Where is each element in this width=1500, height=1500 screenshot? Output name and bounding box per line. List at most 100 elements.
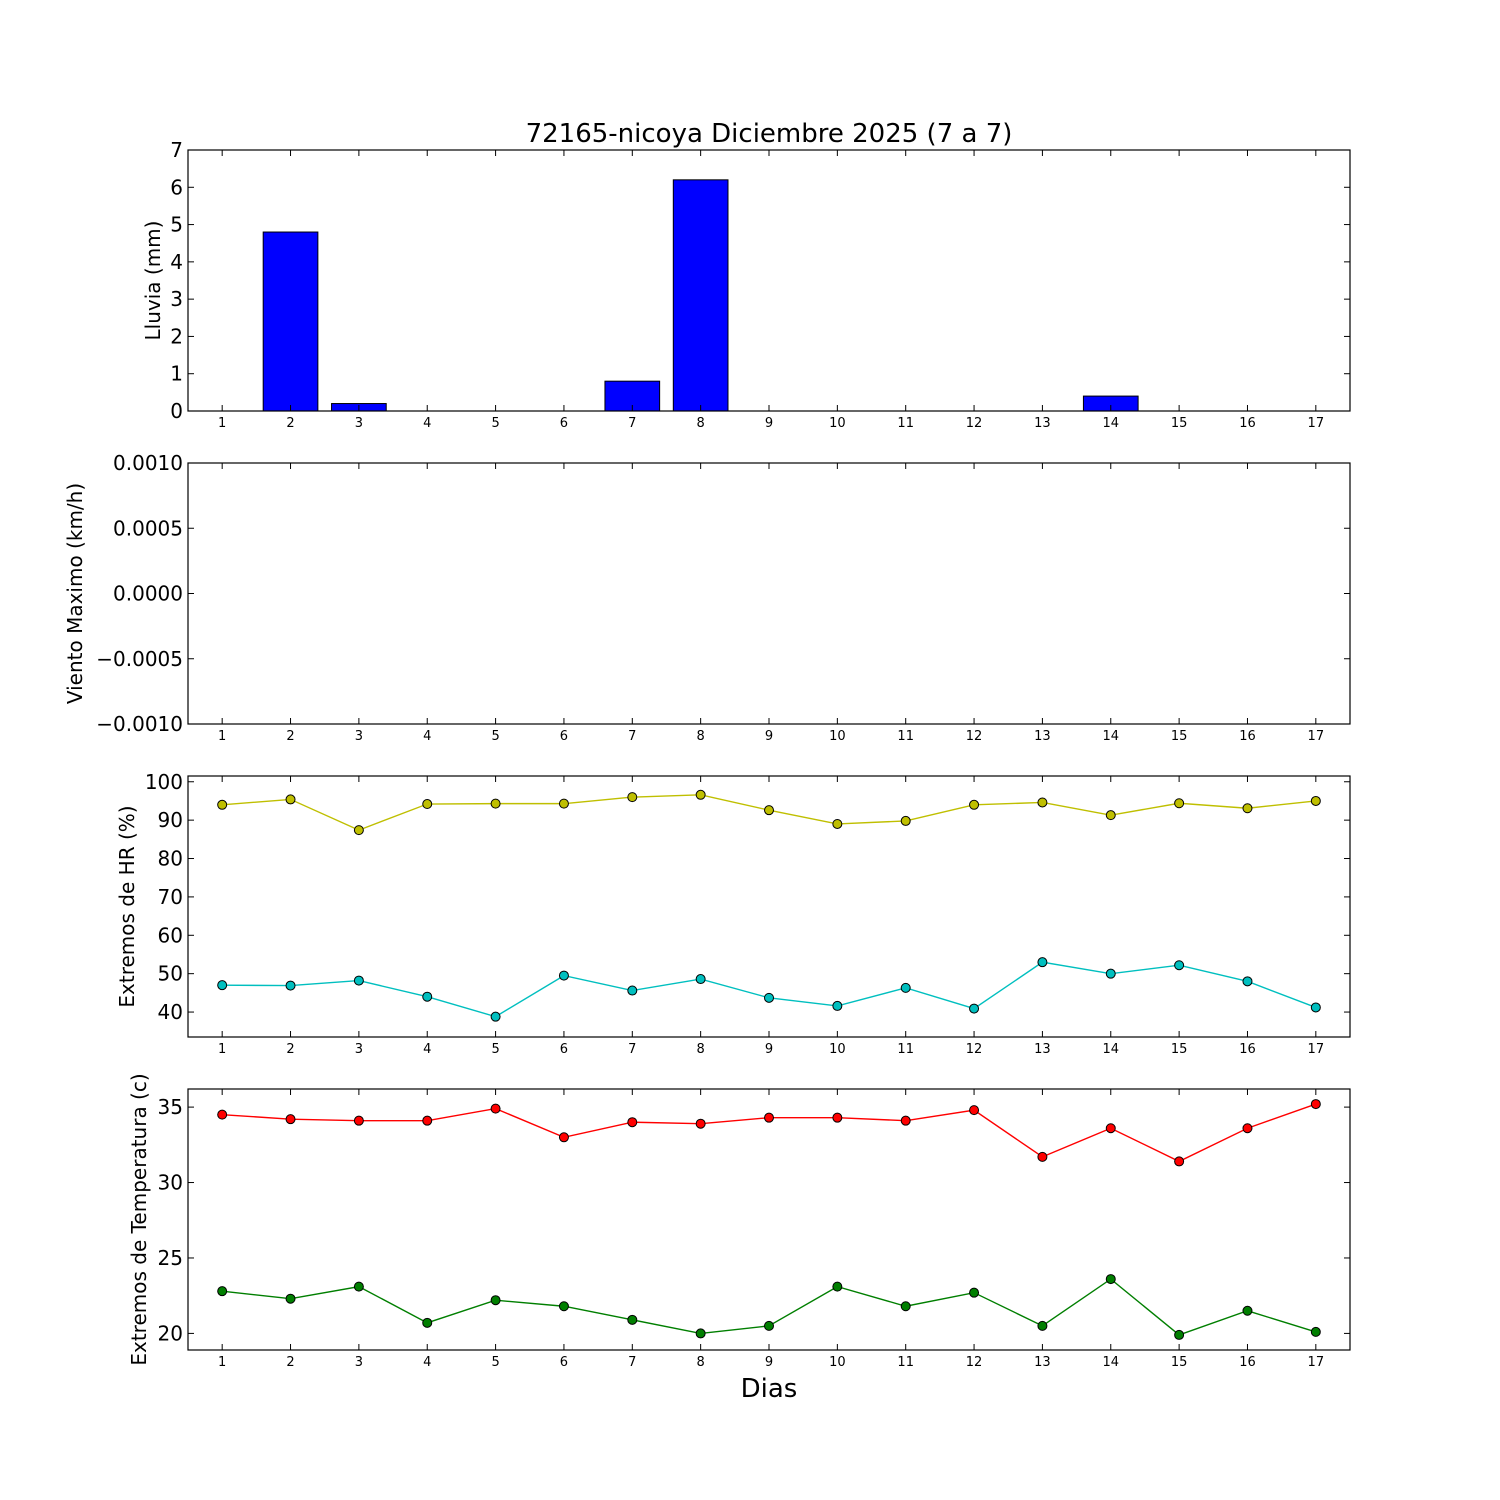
point-hr-1-day-11 — [900, 982, 911, 993]
point-hr-0-day-3 — [353, 825, 364, 836]
x-tick-label-hr-11: 11 — [897, 1042, 914, 1057]
x-tick-label-temperatura-11: 11 — [897, 1355, 914, 1370]
point-hr-1-day-3 — [353, 975, 364, 986]
point-temperatura-1-day-7 — [627, 1314, 638, 1325]
x-tick-label-viento-14: 14 — [1102, 729, 1119, 744]
point-hr-0-day-12 — [969, 799, 980, 810]
y-tick-label-hr-2: 60 — [158, 923, 183, 947]
point-temperatura-0-day-11 — [900, 1115, 911, 1126]
x-tick-label-viento-11: 11 — [897, 729, 914, 744]
x-tick-label-viento-9: 9 — [765, 729, 773, 744]
point-temperatura-1-day-16 — [1242, 1305, 1253, 1316]
point-hr-1-day-6 — [558, 970, 569, 981]
x-tick-label-hr-12: 12 — [966, 1042, 983, 1057]
point-temperatura-1-day-2 — [285, 1293, 296, 1304]
x-tick-label-hr-4: 4 — [423, 1042, 431, 1057]
x-tick-label-hr-14: 14 — [1102, 1042, 1119, 1057]
x-tick-label-hr-5: 5 — [491, 1042, 499, 1057]
point-temperatura-1-day-13 — [1037, 1320, 1048, 1331]
y-tick-label-lluvia-7: 7 — [170, 138, 183, 162]
y-tick-label-hr-4: 80 — [158, 847, 183, 871]
x-tick-label-lluvia-16: 16 — [1239, 416, 1256, 431]
x-tick-label-lluvia-1: 1 — [218, 416, 226, 431]
x-tick-label-lluvia-14: 14 — [1102, 416, 1119, 431]
point-temperatura-0-day-8 — [695, 1118, 706, 1129]
x-tick-label-lluvia-11: 11 — [897, 416, 914, 431]
y-tick-label-hr-6: 100 — [145, 770, 183, 794]
x-axis-label: Dias — [741, 1374, 798, 1404]
point-temperatura-1-day-9 — [764, 1320, 774, 1331]
x-tick-label-viento-8: 8 — [697, 729, 705, 744]
y-tick-label-hr-0: 40 — [158, 1000, 183, 1024]
x-tick-label-hr-9: 9 — [765, 1042, 773, 1057]
y-tick-label-viento-3: 0.0005 — [113, 516, 183, 540]
x-tick-label-temperatura-12: 12 — [966, 1355, 983, 1370]
x-tick-label-temperatura-7: 7 — [628, 1355, 636, 1370]
x-tick-label-viento-16: 16 — [1239, 729, 1256, 744]
x-tick-label-hr-15: 15 — [1171, 1042, 1188, 1057]
x-tick-label-lluvia-13: 13 — [1034, 416, 1051, 431]
y-axis-label-lluvia: Lluvia (mm) — [141, 221, 165, 341]
point-hr-0-day-8 — [695, 789, 706, 800]
y-tick-label-temperatura-2: 30 — [158, 1171, 183, 1195]
point-temperatura-0-day-13 — [1037, 1151, 1048, 1162]
x-tick-label-lluvia-5: 5 — [491, 416, 499, 431]
x-tick-label-temperatura-3: 3 — [355, 1355, 363, 1370]
point-hr-0-day-16 — [1242, 803, 1253, 814]
panel-viento: Viento Maximo (km/h)1 2 3 4 5 6 7 8 9 10 11 12 13 14 1… — [63, 451, 1351, 744]
point-hr-1-day-14 — [1105, 968, 1116, 979]
point-temperatura-0-day-2 — [285, 1114, 296, 1125]
point-hr-0-day-14 — [1105, 810, 1116, 821]
point-temperatura-1-day-8 — [695, 1328, 706, 1339]
x-tick-label-lluvia-4: 4 — [423, 416, 431, 431]
x-tick-label-lluvia-3: 3 — [355, 416, 363, 431]
point-hr-0-day-2 — [285, 794, 296, 805]
point-hr-1-day-15 — [1174, 960, 1185, 971]
x-tick-label-lluvia-9: 9 — [765, 416, 773, 431]
x-tick-label-temperatura-6: 6 — [560, 1355, 568, 1370]
point-hr-1-day-1 — [217, 980, 228, 991]
point-temperatura-0-day-15 — [1174, 1156, 1185, 1167]
x-tick-label-viento-7: 7 — [628, 729, 636, 744]
x-tick-label-viento-2: 2 — [286, 729, 294, 744]
x-tick-label-temperatura-14: 14 — [1102, 1355, 1119, 1370]
x-tick-label-viento-5: 5 — [491, 729, 499, 744]
point-hr-0-day-13 — [1037, 797, 1048, 808]
y-tick-label-hr-5: 90 — [158, 808, 183, 832]
x-tick-label-hr-13: 13 — [1034, 1042, 1051, 1057]
point-hr-1-day-12 — [969, 1003, 980, 1014]
bar-day-2 — [262, 231, 319, 412]
x-tick-label-lluvia-15: 15 — [1171, 416, 1188, 431]
x-tick-label-viento-17: 17 — [1308, 729, 1325, 744]
y-tick-label-lluvia-5: 5 — [170, 213, 183, 237]
x-tick-label-hr-17: 17 — [1308, 1042, 1325, 1057]
point-temperatura-0-day-14 — [1105, 1123, 1116, 1134]
point-hr-0-day-4 — [422, 799, 433, 810]
y-tick-label-lluvia-0: 0 — [170, 399, 183, 423]
x-tick-label-temperatura-17: 17 — [1308, 1355, 1325, 1370]
point-temperatura-1-day-11 — [900, 1301, 911, 1312]
x-tick-label-temperatura-9: 9 — [765, 1355, 773, 1370]
y-tick-label-viento-0: −0.0010 — [96, 712, 183, 736]
x-tick-label-lluvia-6: 6 — [560, 416, 568, 431]
y-tick-label-lluvia-3: 3 — [170, 287, 183, 311]
point-temperatura-0-day-10 — [832, 1112, 843, 1123]
x-tick-label-temperatura-13: 13 — [1034, 1355, 1051, 1370]
x-tick-label-hr-3: 3 — [355, 1042, 363, 1057]
point-hr-1-day-13 — [1037, 957, 1048, 968]
x-tick-label-viento-13: 13 — [1034, 729, 1051, 744]
point-temperatura-0-day-4 — [422, 1115, 433, 1126]
point-temperatura-1-day-3 — [353, 1281, 364, 1292]
point-temperatura-0-day-6 — [558, 1132, 569, 1143]
x-tick-label-temperatura-15: 15 — [1171, 1355, 1188, 1370]
point-hr-1-day-5 — [490, 1011, 501, 1022]
point-temperatura-0-day-5 — [490, 1103, 501, 1114]
panel-temperatura: Extremos de Temperatura (c) 1 2 3 4 5 6 7 8 9 10 11… — [127, 1073, 1351, 1370]
y-tick-label-temperatura-1: 25 — [158, 1246, 183, 1270]
y-tick-label-lluvia-1: 1 — [170, 362, 183, 386]
y-axis-label-temperatura: Extremos de Temperatura (c) — [127, 1073, 151, 1365]
point-temperatura-1-day-6 — [558, 1301, 569, 1312]
point-hr-0-day-17 — [1310, 795, 1321, 806]
